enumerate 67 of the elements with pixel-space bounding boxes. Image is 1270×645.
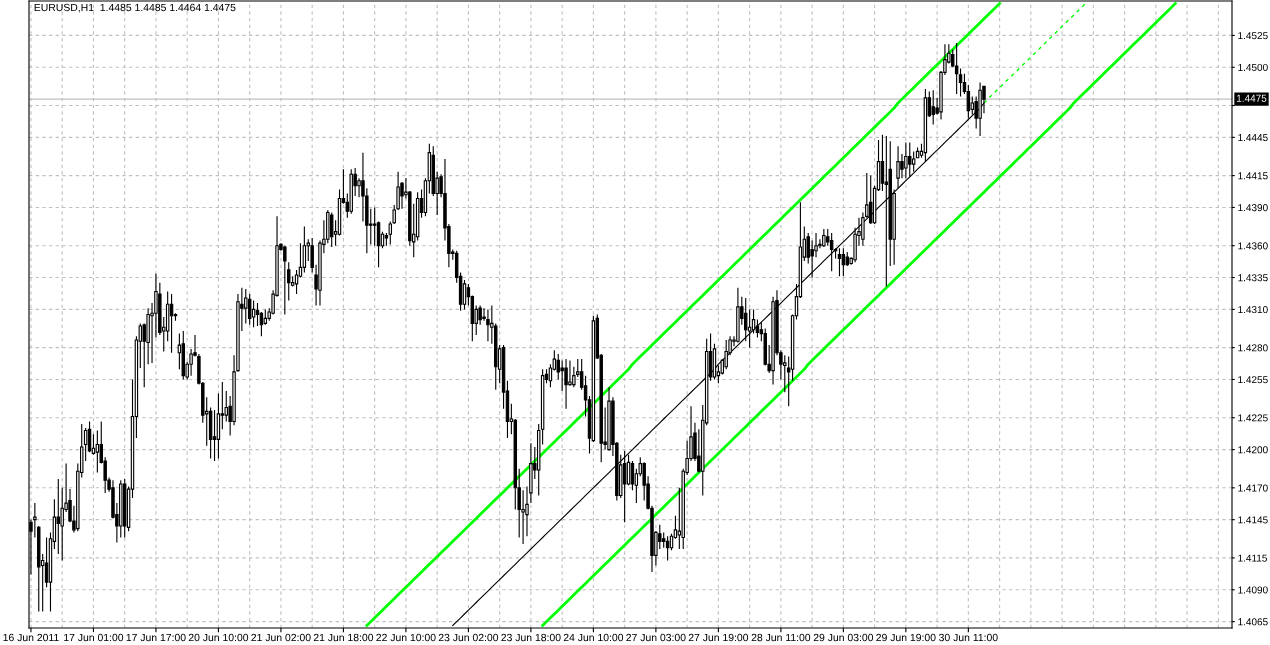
x-tick-label: 22 Jun 10:00 — [376, 633, 436, 642]
candlestick — [837, 247, 842, 277]
candlestick — [868, 175, 873, 225]
x-tick-label: 20 Jun 10:00 — [188, 633, 249, 642]
candlestick — [486, 308, 490, 342]
ref-line-label: 1.4475 — [1236, 94, 1267, 102]
candlestick — [302, 226, 307, 274]
candlestick — [904, 141, 908, 179]
y-tick-label: 1.4310 — [1238, 306, 1268, 314]
x-tick-label: 23 Jun 02:00 — [438, 633, 499, 642]
y-tick-label: 1.4525 — [1238, 32, 1268, 40]
y-tick-label: 1.4500 — [1238, 63, 1268, 71]
candlestick — [665, 535, 670, 562]
candlestick — [822, 228, 826, 248]
line-series — [983, 2, 1087, 104]
chart-title: EURUSD,H1 1.4485 1.4485 1.4464 1.4475 — [34, 3, 236, 13]
y-tick-label: 1.4360 — [1238, 242, 1268, 250]
candlestick — [329, 211, 334, 248]
candlestick — [931, 89, 935, 126]
candlestick — [829, 232, 834, 272]
candlestick — [908, 141, 912, 178]
y-tick-label: 1.4145 — [1238, 516, 1268, 524]
y-tick-label: 1.4065 — [1238, 618, 1268, 626]
candlestick — [958, 67, 963, 98]
y-tick-label: 1.4335 — [1238, 274, 1268, 282]
candlestick — [169, 293, 174, 354]
candlestick — [349, 168, 353, 215]
candlestick — [896, 145, 900, 189]
x-tick-label: 27 Jun 03:00 — [626, 633, 686, 642]
y-tick-label: 1.4090 — [1238, 586, 1268, 594]
candlestick — [119, 479, 123, 539]
y-tick-label: 1.4225 — [1238, 414, 1268, 422]
x-tick-label: 16 Jun 2011 — [3, 633, 59, 642]
candlestick — [283, 245, 287, 316]
candlestick — [724, 339, 728, 370]
x-tick-label: 21 Jun 18:00 — [313, 633, 374, 642]
x-tick-label: 17 Jun 01:00 — [64, 633, 124, 642]
candlestick — [181, 330, 186, 381]
y-tick-label: 1.4415 — [1238, 172, 1268, 180]
x-tick-label: 30 Jun 11:00 — [939, 633, 998, 642]
y-tick-label: 1.4170 — [1238, 484, 1268, 492]
y-tick-label: 1.4200 — [1238, 446, 1268, 454]
y-tick-label: 1.4390 — [1238, 204, 1268, 212]
y-tick-label: 1.4255 — [1238, 376, 1268, 384]
candlestick — [622, 450, 627, 523]
x-tick-label: 29 Jun 03:00 — [813, 633, 874, 642]
candlestick — [884, 135, 889, 288]
x-tick-label: 17 Jun 17:00 — [126, 633, 186, 642]
y-tick-label: 1.4115 — [1238, 554, 1267, 562]
candlestick — [841, 247, 846, 277]
y-tick-label: 1.4445 — [1238, 134, 1268, 142]
candlestick — [287, 261, 291, 302]
x-tick-label: 29 Jun 19:00 — [876, 633, 936, 642]
candlestick — [607, 386, 611, 452]
candlestick — [122, 478, 127, 539]
y-tick-label: 1.4280 — [1238, 344, 1268, 352]
x-tick-label: 28 Jun 11:00 — [751, 633, 811, 642]
x-tick-label: 27 Jun 19:00 — [688, 633, 749, 642]
candlestick — [954, 42, 959, 95]
line-series — [365, 2, 1001, 627]
candlestick — [736, 287, 740, 344]
x-tick-label: 24 Jun 10:00 — [563, 633, 624, 642]
candlestick — [564, 358, 568, 410]
candlestick — [247, 293, 252, 326]
x-tick-label: 21 Jun 02:00 — [251, 633, 311, 642]
line-series — [541, 2, 1177, 627]
x-tick-label: 23 Jun 18:00 — [501, 633, 561, 642]
